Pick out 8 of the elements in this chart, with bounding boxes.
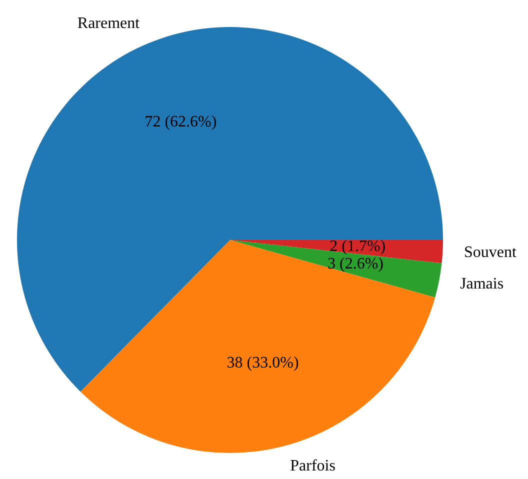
- data-label: 72 (62.6%): [144, 113, 217, 130]
- data-label: 3 (2.6%): [327, 255, 384, 272]
- slice-label: Jamais: [460, 276, 504, 293]
- data-label: 2 (1.7%): [330, 238, 386, 256]
- slice-label: Rarement: [77, 15, 140, 32]
- slice-label: Parfois: [290, 458, 336, 475]
- data-label: 38 (33.0%): [226, 354, 299, 372]
- slice-label: Souvent: [464, 244, 517, 261]
